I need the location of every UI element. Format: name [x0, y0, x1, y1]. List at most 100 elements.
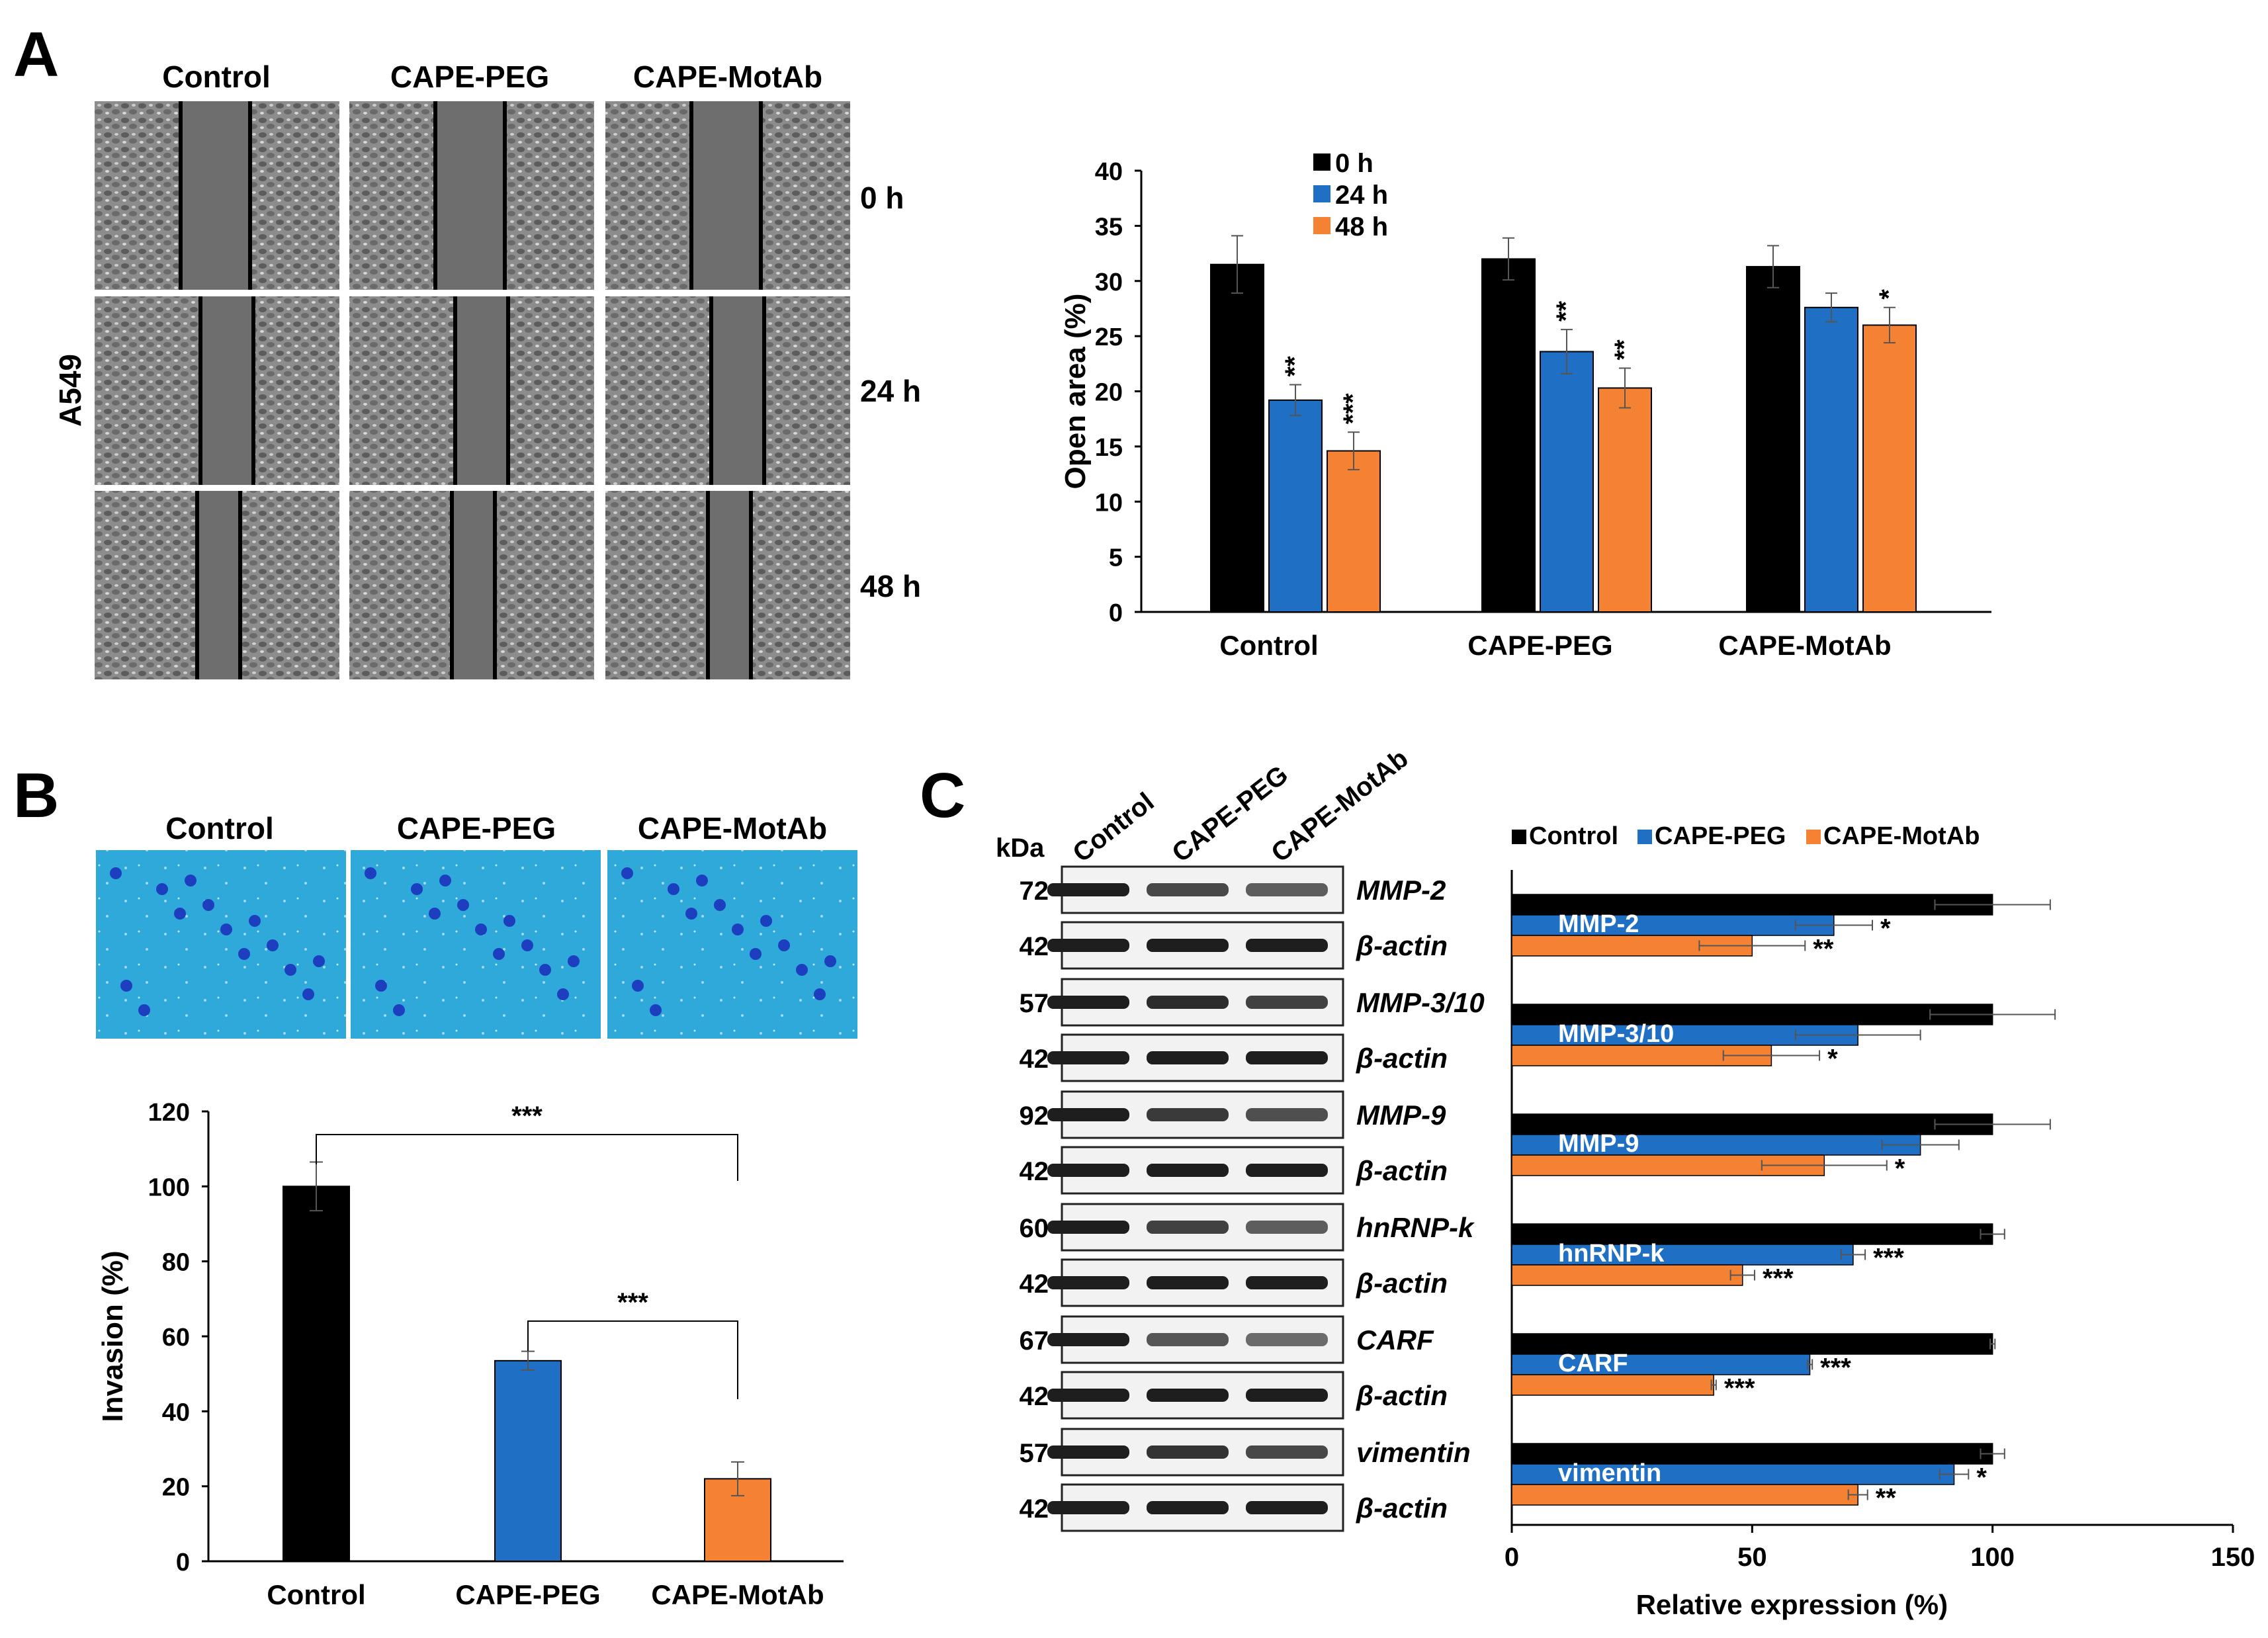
protein-band — [1147, 1164, 1229, 1177]
significance-label: * — [1880, 914, 1891, 943]
protein-band — [1246, 1164, 1328, 1177]
invaded-cell — [249, 915, 261, 927]
protein-band — [1047, 883, 1129, 896]
significance-label: *** — [617, 1288, 648, 1317]
kda-marker: 42 — [1020, 1157, 1049, 1186]
y-tick-label: 30 — [1095, 269, 1123, 296]
y-tick-label: 0 — [1109, 599, 1123, 627]
legend-swatch — [1313, 153, 1330, 171]
significance-label: * — [1874, 289, 1903, 300]
protein-band — [1047, 1445, 1129, 1459]
legend-swatch — [1313, 217, 1330, 234]
protein-label: β-actin — [1356, 1380, 1448, 1411]
scratch-edge-line — [503, 101, 507, 290]
kda-marker: 57 — [1020, 989, 1049, 1018]
scratch-edge-line — [759, 101, 763, 290]
invaded-cell — [411, 883, 423, 895]
protein-band — [1147, 1501, 1229, 1514]
x-category-label: CAPE-MotAb — [1718, 630, 1891, 661]
invaded-cell — [760, 915, 772, 927]
x-tick-label: 0 — [1505, 1543, 1519, 1572]
protein-band — [1147, 883, 1229, 896]
significance-label: ** — [1610, 339, 1639, 361]
invaded-cell — [696, 875, 708, 886]
invaded-cell — [267, 939, 279, 951]
invaded-cell — [365, 867, 376, 879]
panel-a-col-cape-peg: CAPE-PEG — [390, 60, 549, 94]
y-tick-label: 25 — [1095, 323, 1123, 351]
bar — [1511, 1354, 1811, 1375]
panel-a-col-cape-motab: CAPE-MotAb — [633, 60, 822, 94]
panel-a-row-24h: 24 h — [860, 374, 921, 408]
scratch-gap — [197, 491, 240, 679]
protein-band — [1047, 1108, 1129, 1121]
kda-marker: 42 — [1020, 1494, 1049, 1524]
protein-band — [1246, 883, 1328, 896]
invasion-image — [351, 850, 601, 1039]
legend-label: CAPE-PEG — [1655, 822, 1786, 850]
bar — [1268, 399, 1323, 613]
panel-b-col-control: Control — [165, 811, 274, 845]
scratch-edge-line — [251, 296, 255, 485]
invaded-cell — [393, 1004, 405, 1016]
legend-swatch — [1313, 185, 1330, 202]
protein-label: β-actin — [1356, 1043, 1448, 1074]
protein-band — [1246, 939, 1328, 952]
lane-label: CAPE-MotAb — [1266, 744, 1413, 868]
scratch-edge-line — [493, 491, 497, 679]
protein-band — [1047, 1333, 1129, 1346]
kda-marker: 67 — [1020, 1326, 1049, 1356]
scratch-edge-line — [433, 101, 437, 290]
protein-label: β-actin — [1356, 1155, 1448, 1186]
protein-label: MMP-2 — [1356, 875, 1446, 906]
significance-label: *** — [1763, 1264, 1794, 1293]
protein-band — [1147, 1108, 1229, 1121]
bar-group-label: CARF — [1558, 1350, 1628, 1377]
panel-a-letter: A — [13, 19, 59, 90]
kda-marker: 42 — [1020, 1270, 1049, 1299]
bar — [1540, 351, 1594, 613]
scratch-edge-line — [450, 491, 454, 679]
x-axis-title: Relative expression (%) — [1636, 1589, 1948, 1620]
panel-c-letter: C — [920, 760, 965, 831]
scratch-gap — [435, 101, 505, 290]
legend-label: CAPE-MotAb — [1823, 822, 1980, 850]
invaded-cell — [302, 988, 314, 1000]
scratch-edge-line — [749, 491, 753, 679]
scratch-edge-line — [689, 101, 693, 290]
legend-swatch — [1806, 830, 1821, 844]
x-tick-label: 100 — [1970, 1543, 2015, 1572]
kda-marker: 92 — [1020, 1101, 1049, 1131]
bar-group-label: MMP-2 — [1558, 910, 1639, 938]
relative-expression-chart: 0 50 100 150 Relative expression (%) Control C… — [1505, 822, 2255, 1620]
invaded-cell — [650, 1004, 662, 1016]
invaded-cell — [457, 899, 469, 911]
significance-label: *** — [511, 1101, 543, 1131]
protein-band — [1147, 996, 1229, 1009]
invaded-cell — [313, 955, 325, 967]
bar — [1481, 258, 1536, 613]
panel-b-letter: B — [13, 760, 59, 831]
protein-label: MMP-9 — [1356, 1099, 1446, 1131]
y-tick-label: 100 — [148, 1174, 190, 1201]
protein-band — [1246, 1276, 1328, 1289]
bar — [1511, 1333, 1993, 1355]
protein-band — [1147, 1276, 1229, 1289]
protein-label: MMP-3/10 — [1356, 987, 1485, 1018]
invaded-cell — [557, 988, 569, 1000]
bar — [494, 1359, 562, 1562]
invaded-cell — [750, 948, 762, 960]
legend-label: 0 h — [1335, 149, 1374, 178]
bar — [1511, 1223, 1993, 1245]
bar-group-label: MMP-9 — [1558, 1130, 1639, 1158]
scratch-gap — [181, 101, 250, 290]
bar-group-label: MMP-3/10 — [1558, 1020, 1674, 1048]
kda-marker: 42 — [1020, 1382, 1049, 1411]
y-tick-label: 40 — [162, 1399, 190, 1426]
invaded-cell — [220, 924, 232, 935]
y-tick-label: 120 — [148, 1099, 190, 1127]
y-tick-label: 0 — [176, 1549, 190, 1576]
